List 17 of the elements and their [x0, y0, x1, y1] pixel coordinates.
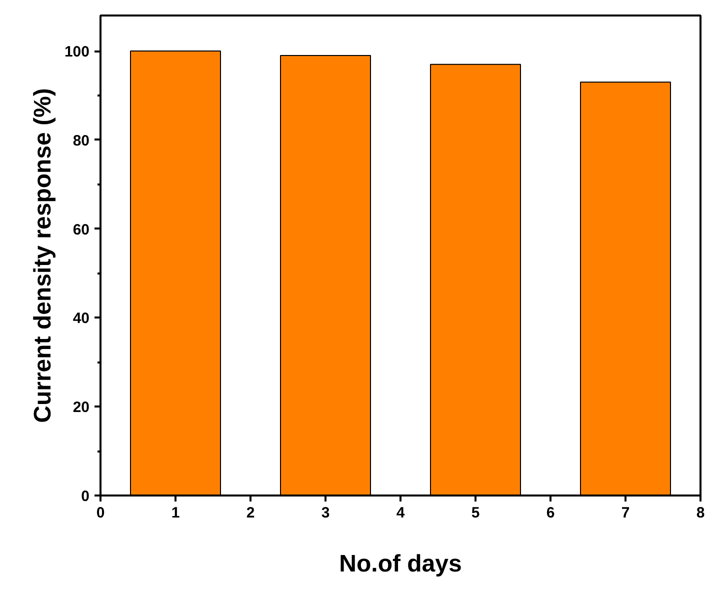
- x-tick-label: 5: [471, 504, 480, 522]
- y-tick-label: 100: [64, 44, 90, 61]
- x-tick-label: 3: [321, 504, 330, 522]
- y-tick-label: 60: [72, 221, 90, 238]
- x-tick-label: 6: [546, 504, 555, 522]
- x-tick-label: 4: [396, 504, 406, 522]
- y-tick-label: 0: [81, 488, 90, 505]
- x-tick-label: 0: [96, 504, 105, 522]
- x-tick-label: 1: [171, 504, 180, 522]
- x-axis-title: No.of days: [339, 550, 462, 578]
- x-tick-label: 7: [621, 504, 630, 522]
- x-tick-label: 2: [246, 504, 255, 522]
- y-axis-title: Current density response (%): [29, 88, 56, 423]
- x-tick-label: 8: [696, 504, 705, 522]
- y-tick-label: 20: [72, 399, 90, 416]
- y-tick-label: 40: [72, 310, 90, 328]
- y-tick-label: 80: [72, 132, 90, 150]
